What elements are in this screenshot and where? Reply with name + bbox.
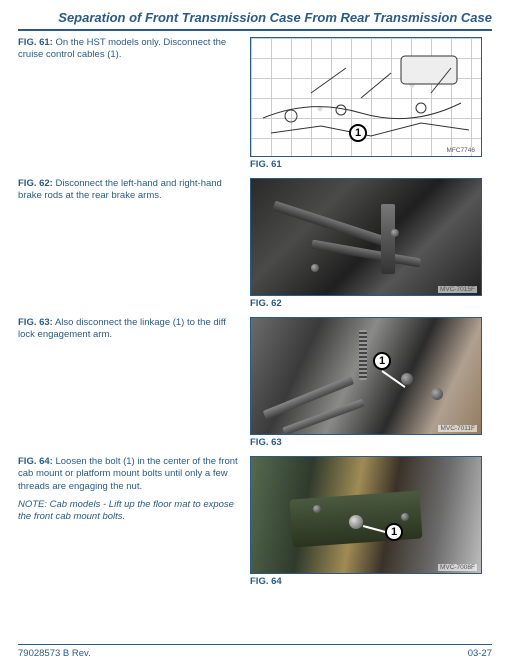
text-fig63: FIG. 63: Also disconnect the linkage (1)… [18,317,250,342]
text-fig61: FIG. 61: On the HST models only. Disconn… [18,37,250,62]
fig62-image: MVC-7015F [250,178,482,296]
fig64-watermark: MVC-7008F [438,564,477,571]
fig61-callout: 1 [349,124,367,142]
fig61-caption: FIG. 61 [250,159,484,170]
fig62-watermark: MVC-7015F [438,286,477,293]
imgcol-fig61: 1 MFC7746 FIG. 61 [250,37,484,170]
fig61-image: 1 MFC7746 [250,37,482,157]
section-fig61: FIG. 61: On the HST models only. Disconn… [18,37,492,170]
imgcol-fig64: 1 MVC-7008F FIG. 64 [250,456,484,587]
fig63-watermark: MVC-7011F [438,425,477,432]
fig64-note: NOTE: Cab models - Lift up the floor mat… [18,499,242,524]
fig64-label: FIG. 64: [18,456,53,467]
text-fig62: FIG. 62: Disconnect the left-hand and ri… [18,178,250,203]
imgcol-fig62: MVC-7015F FIG. 62 [250,178,484,309]
mount-bolt-1 [313,505,321,513]
page-title: Separation of Front Transmission Case Fr… [58,10,492,25]
fig63-caption: FIG. 63 [250,437,484,448]
fig64-callout: 1 [385,523,403,541]
text-fig64: FIG. 64: Loosen the bolt (1) in the cent… [18,456,250,524]
fig64-image: 1 MVC-7008F [250,456,482,574]
mech-bolt-2 [311,264,319,272]
mount-bolt-2 [401,513,409,521]
mech-bolt-3 [401,373,413,385]
title-bar: Separation of Front Transmission Case Fr… [18,10,492,31]
page-footer: 79028573 B Rev. 03-27 [18,644,492,659]
fig62-label: FIG. 62: [18,178,53,189]
mech-spring [359,330,367,380]
imgcol-fig63: 1 MVC-7011F FIG. 63 [250,317,484,448]
fig61-diagram-svg [251,38,482,157]
fig62-caption: FIG. 62 [250,298,484,309]
fig63-image: 1 MVC-7011F [250,317,482,435]
mech-bolt-1 [391,229,399,237]
fig63-callout-num: 1 [379,355,385,367]
section-fig64: FIG. 64: Loosen the bolt (1) in the cent… [18,456,492,587]
footer-left: 79028573 B Rev. [18,648,91,659]
section-fig63: FIG. 63: Also disconnect the linkage (1)… [18,317,492,448]
mech-arm [381,204,395,274]
fig61-callout-num: 1 [355,127,361,139]
fig63-callout: 1 [373,352,391,370]
fig64-caption: FIG. 64 [250,576,484,587]
fig64-callout-num: 1 [391,526,397,538]
footer-right: 03-27 [468,648,492,659]
center-bolt [349,515,363,529]
fig61-label: FIG. 61: [18,37,53,48]
fig61-watermark: MFC7746 [444,147,477,154]
mech-bolt-4 [431,388,443,400]
fig63-label: FIG. 63: [18,317,53,328]
section-fig62: FIG. 62: Disconnect the left-hand and ri… [18,178,492,309]
